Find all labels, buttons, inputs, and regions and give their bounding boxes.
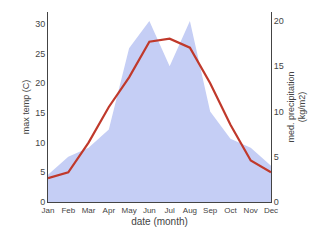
svg-text:Aug: Aug — [183, 206, 197, 215]
svg-text:Oct: Oct — [224, 206, 237, 215]
svg-text:Sep: Sep — [203, 206, 218, 215]
svg-text:Dec: Dec — [264, 206, 278, 215]
svg-text:10: 10 — [274, 107, 284, 117]
svg-text:max temp (C): max temp (C) — [21, 80, 31, 135]
svg-text:10: 10 — [35, 138, 45, 148]
svg-text:Jan: Jan — [42, 206, 55, 215]
svg-text:Jul: Jul — [165, 206, 175, 215]
svg-text:20: 20 — [274, 16, 284, 26]
svg-text:med. precipitation(kg/m2): med. precipitation(kg/m2) — [286, 71, 308, 142]
svg-text:0: 0 — [274, 197, 279, 207]
svg-text:Nov: Nov — [244, 206, 258, 215]
svg-text:5: 5 — [274, 152, 279, 162]
svg-text:Apr: Apr — [103, 206, 116, 215]
svg-text:5: 5 — [40, 167, 45, 177]
svg-text:Mar: Mar — [82, 206, 96, 215]
svg-text:20: 20 — [35, 78, 45, 88]
svg-text:25: 25 — [35, 49, 45, 59]
svg-text:15: 15 — [274, 61, 284, 71]
svg-text:May: May — [122, 206, 137, 215]
svg-text:Feb: Feb — [61, 206, 75, 215]
svg-text:Jun: Jun — [143, 206, 156, 215]
svg-text:date (month): date (month) — [131, 216, 188, 227]
svg-text:15: 15 — [35, 108, 45, 118]
svg-text:30: 30 — [35, 19, 45, 29]
svg-text:0: 0 — [40, 197, 45, 207]
